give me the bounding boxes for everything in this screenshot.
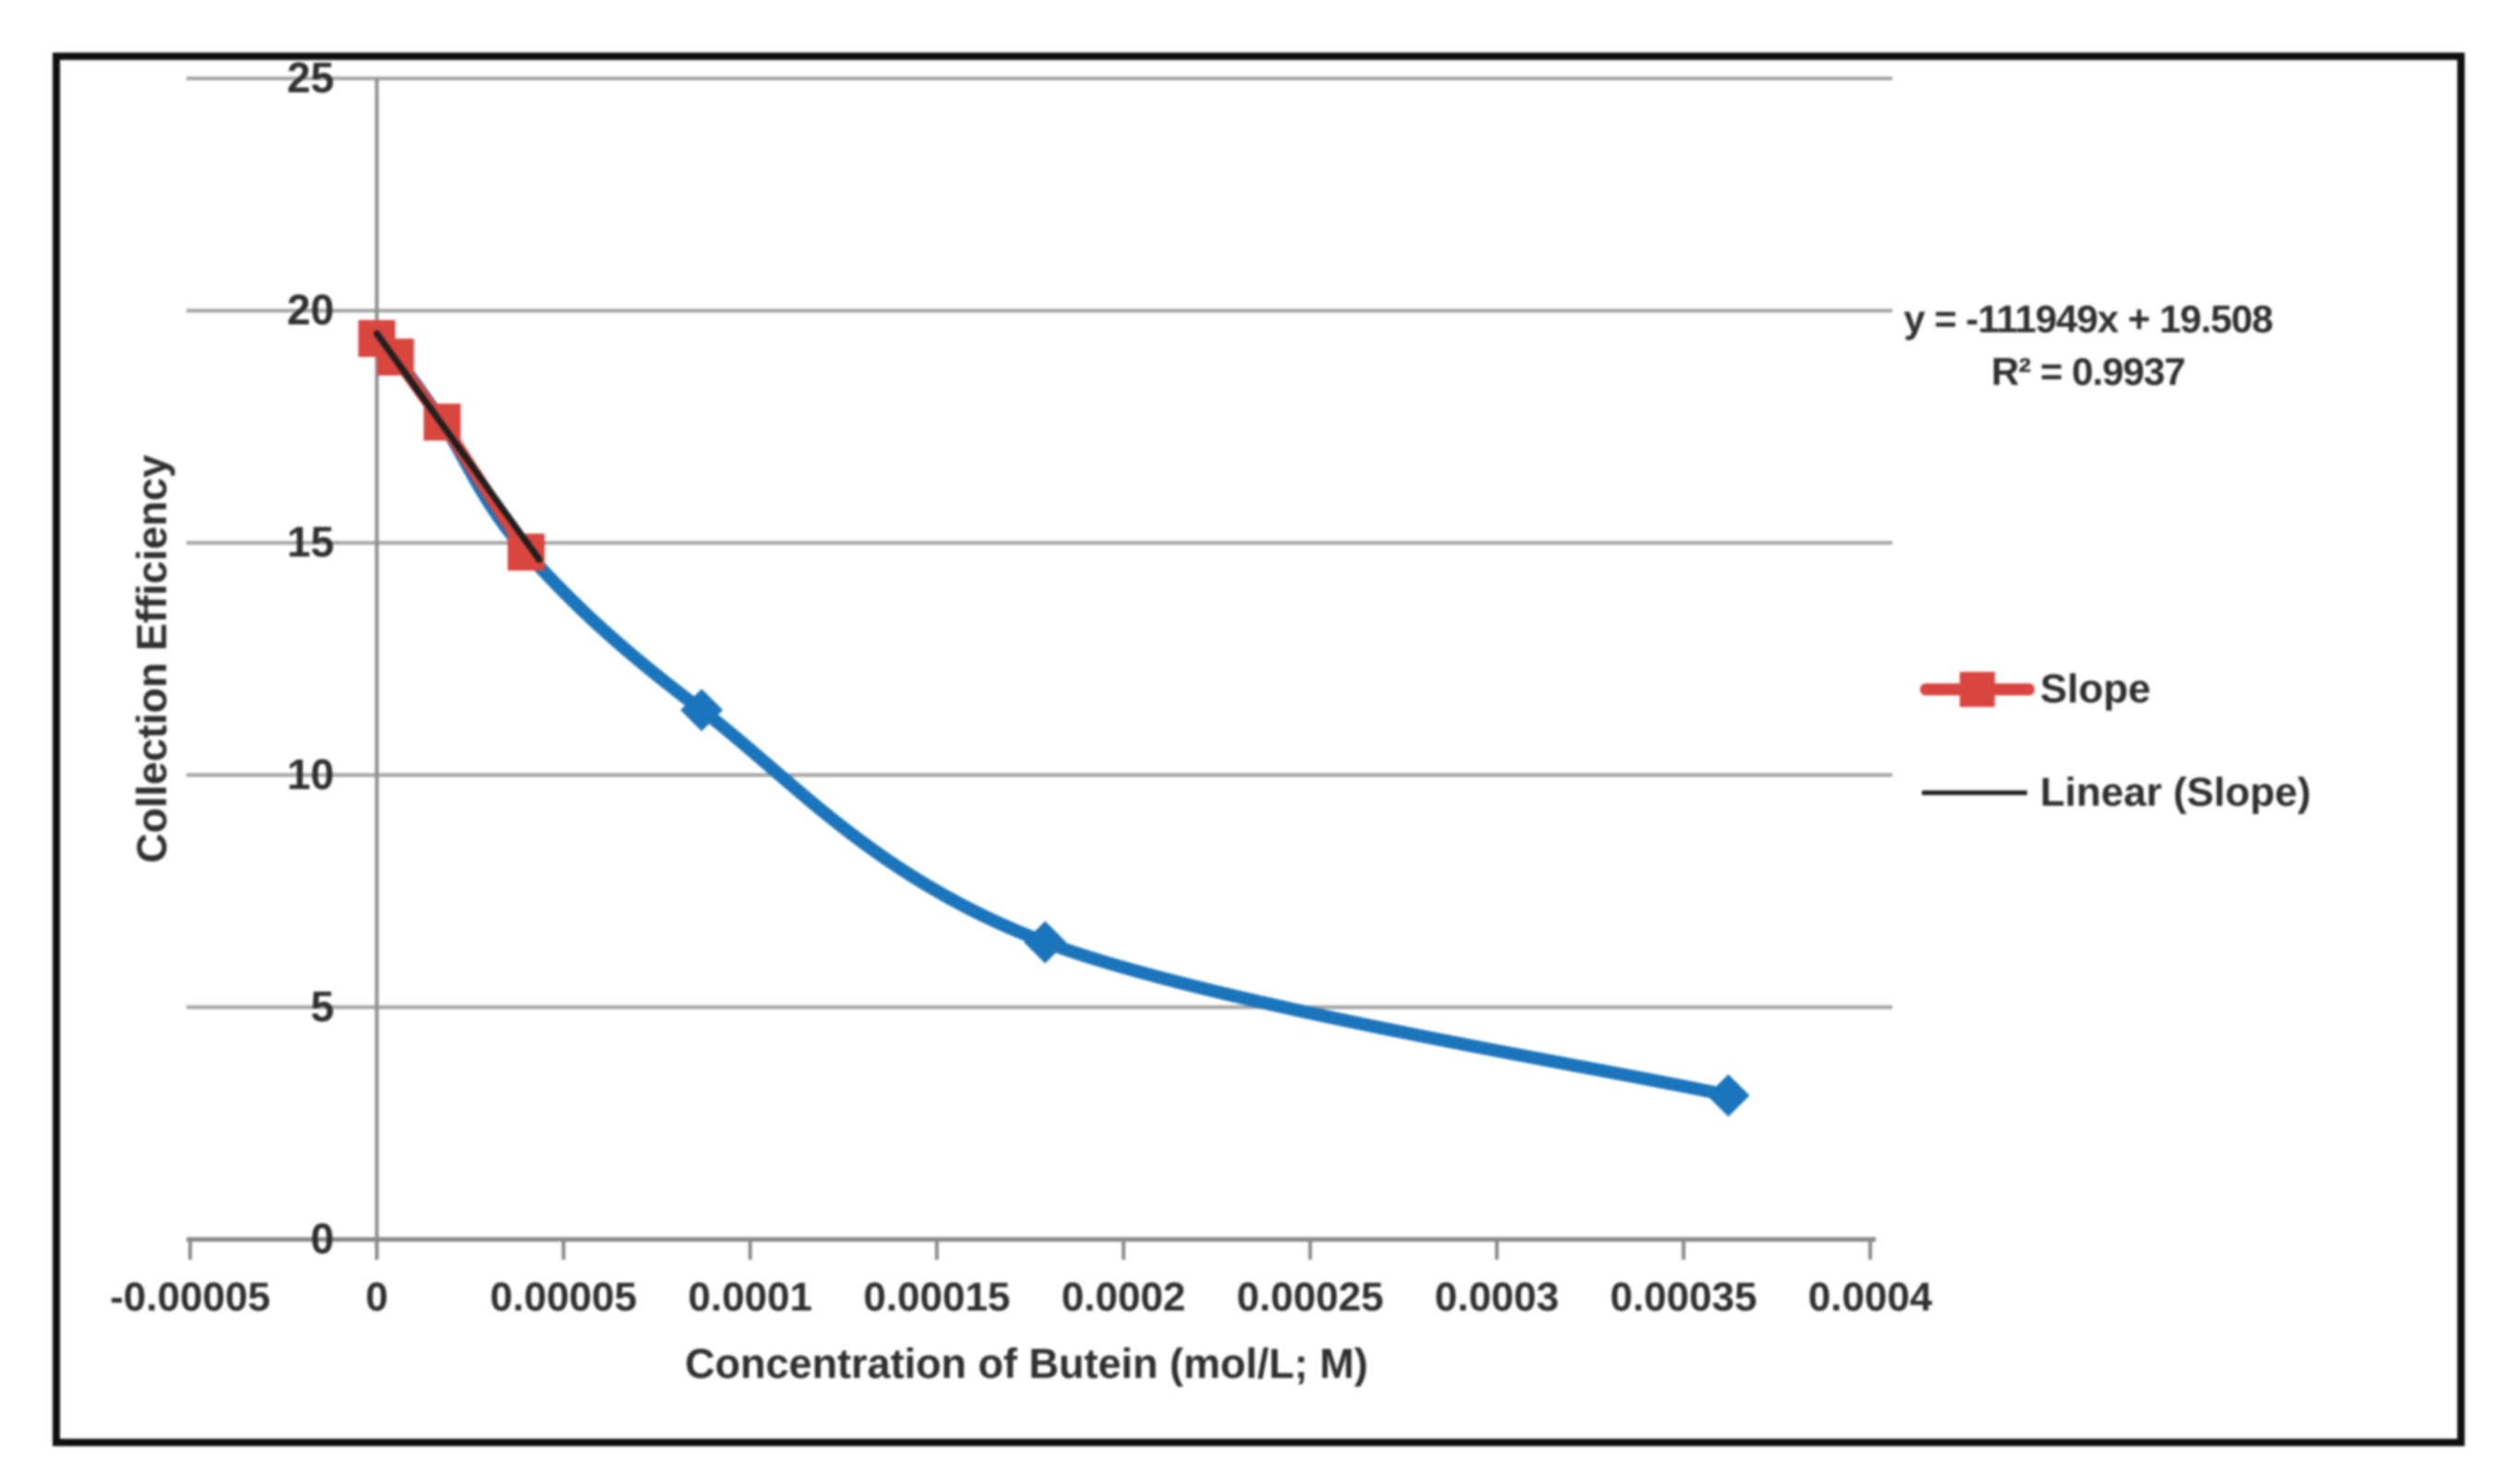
x-tick-label: 0.0003 bbox=[1435, 1275, 1559, 1320]
diamond-marker bbox=[680, 688, 724, 732]
x-tick-label: 0.00015 bbox=[863, 1275, 1010, 1320]
slope-series-swatch bbox=[1920, 671, 2035, 708]
slope-square-marker-icon bbox=[1960, 672, 1995, 707]
y-tick-label: 20 bbox=[287, 286, 334, 334]
linear-slope-swatch bbox=[1920, 774, 2035, 811]
x-tick-label: 0.00005 bbox=[490, 1275, 637, 1320]
y-tick-label: 25 bbox=[287, 54, 334, 102]
diamond-marker bbox=[1024, 920, 1067, 963]
trendline bbox=[373, 329, 543, 563]
y-tick-label: 0 bbox=[310, 1215, 334, 1263]
r-squared-text: R² = 0.9937 bbox=[1991, 350, 2186, 393]
x-tick-label: -0.00005 bbox=[110, 1275, 270, 1320]
x-tick-label: 0.00035 bbox=[1610, 1275, 1757, 1320]
y-tick-label: 5 bbox=[310, 982, 334, 1030]
y-tick-label: 10 bbox=[287, 750, 334, 798]
trendline-line-icon bbox=[1922, 790, 2027, 796]
x-tick-label: 0.0001 bbox=[688, 1275, 812, 1320]
x-tick-label: 0.0002 bbox=[1062, 1275, 1186, 1320]
x-tick-label: 0 bbox=[366, 1275, 388, 1320]
trendline-equation: y = -111949x + 19.508 R² = 0.9937 bbox=[1903, 293, 2273, 398]
data-series-curve bbox=[370, 331, 1735, 1103]
equation-text: y = -111949x + 19.508 bbox=[1903, 297, 2273, 341]
chart-frame bbox=[53, 53, 2465, 1446]
legend-label-slope: Slope bbox=[2040, 666, 2151, 712]
x-tick-label: 0.0004 bbox=[1808, 1275, 1933, 1320]
x-tick-label: 0.00025 bbox=[1237, 1275, 1384, 1320]
legend-item-slope: Slope bbox=[1920, 666, 2151, 712]
legend-label-linear-slope: Linear (Slope) bbox=[2040, 770, 2311, 815]
y-tick-label: 15 bbox=[287, 518, 334, 566]
diamond-marker bbox=[1707, 1074, 1750, 1118]
x-axis-title: Concentration of Butein (mol/L; M) bbox=[685, 1340, 1368, 1387]
legend-item-linear-slope: Linear (Slope) bbox=[1920, 770, 2311, 816]
y-axis-title: Collection Efficiency bbox=[128, 454, 175, 864]
